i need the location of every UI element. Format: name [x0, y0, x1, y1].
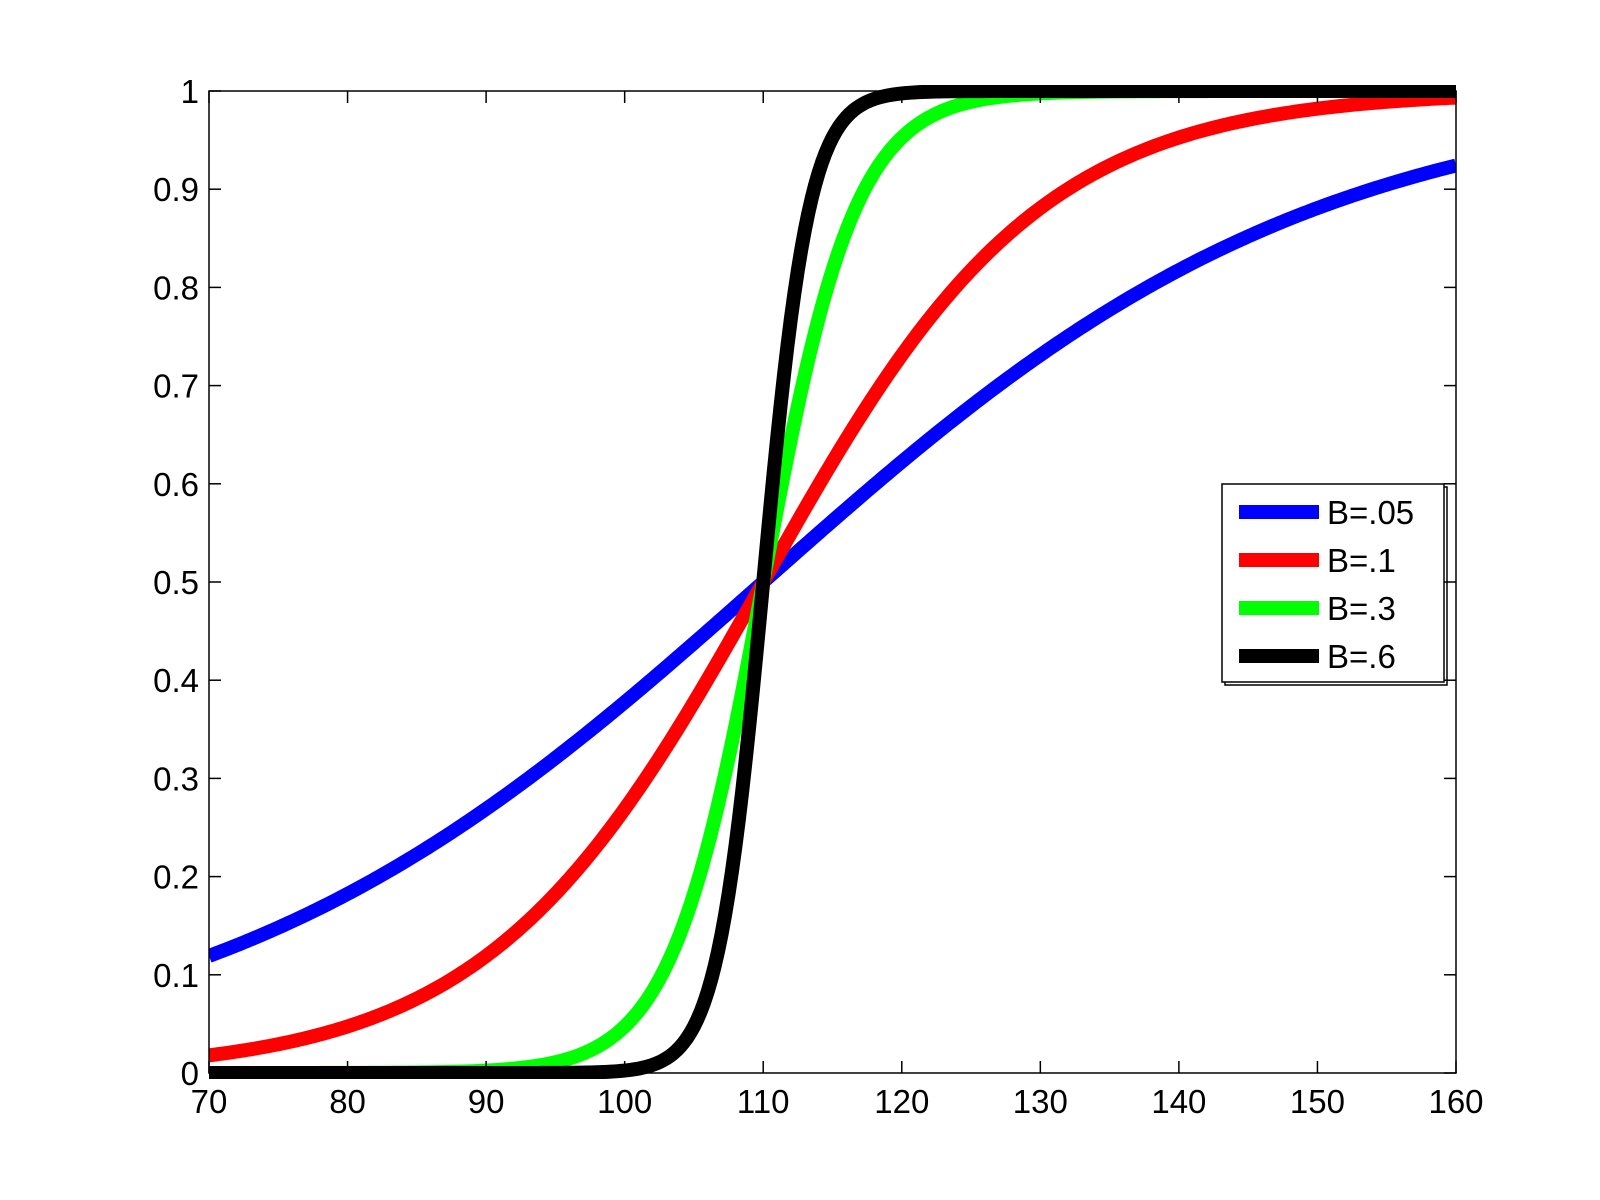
series-line-b-1 — [209, 90, 1456, 1063]
series-line-b-05 — [209, 158, 1456, 963]
x-tick-label: 100 — [597, 1083, 652, 1120]
legend-label: B=.3 — [1327, 590, 1396, 627]
x-tick-label: 160 — [1428, 1083, 1483, 1120]
y-tick-label: 0 — [181, 1055, 199, 1092]
x-tick-label: 90 — [468, 1083, 505, 1120]
y-tick-label: 1 — [181, 73, 199, 110]
y-tick-label: 0.7 — [153, 368, 199, 405]
legend-label: B=.6 — [1327, 638, 1396, 675]
y-tick-label: 0.2 — [153, 859, 199, 896]
plot-layer: 70 80 90 100 110 120 130 140 150 160 0 0.1 0.2 0.3 0.4… — [153, 73, 1483, 1120]
x-tick-label: 70 — [191, 1083, 228, 1120]
x-tick-label: 110 — [737, 1083, 790, 1120]
y-tick-label: 0.8 — [153, 269, 199, 306]
y-tick-label: 0.1 — [153, 957, 199, 994]
x-tick-label: 130 — [1013, 1083, 1068, 1120]
legend-label: B=.1 — [1327, 542, 1396, 579]
x-tick-label: 150 — [1290, 1083, 1345, 1120]
y-tick-label: 0.3 — [153, 760, 199, 797]
y-tick-label: 0.6 — [153, 466, 199, 503]
y-tick-label: 0.5 — [153, 564, 199, 601]
legend: B=.05 B=.1 B=.3 B=.6 — [1221, 483, 1448, 686]
x-tick-label: 140 — [1151, 1083, 1206, 1120]
x-tick-label: 120 — [874, 1083, 929, 1120]
y-tick-label: 0.9 — [153, 171, 199, 208]
y-tick-label: 0.4 — [153, 662, 199, 699]
x-tick-label: 80 — [329, 1083, 366, 1120]
legend-label: B=.05 — [1327, 494, 1414, 531]
